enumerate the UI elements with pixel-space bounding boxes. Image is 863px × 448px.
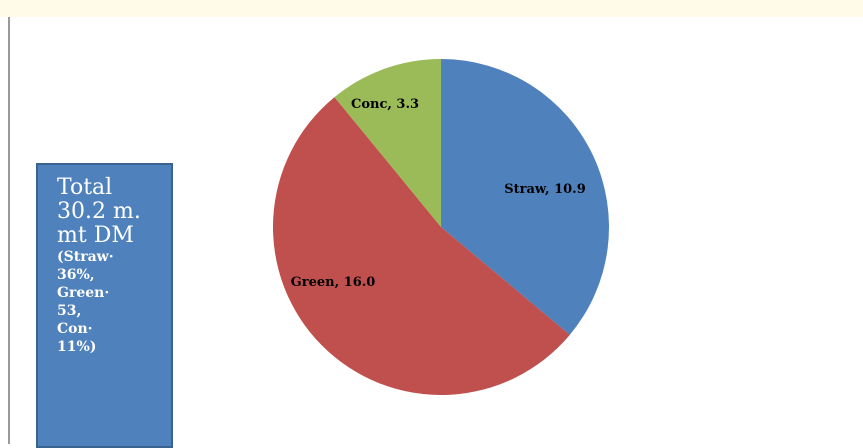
- slice-label-straw: Straw, 10.9: [504, 182, 586, 197]
- slice-label-green: Green, 16.0: [291, 275, 376, 290]
- slice-label-conc: Conc, 3.3: [351, 97, 419, 112]
- pie-slices: [273, 59, 609, 395]
